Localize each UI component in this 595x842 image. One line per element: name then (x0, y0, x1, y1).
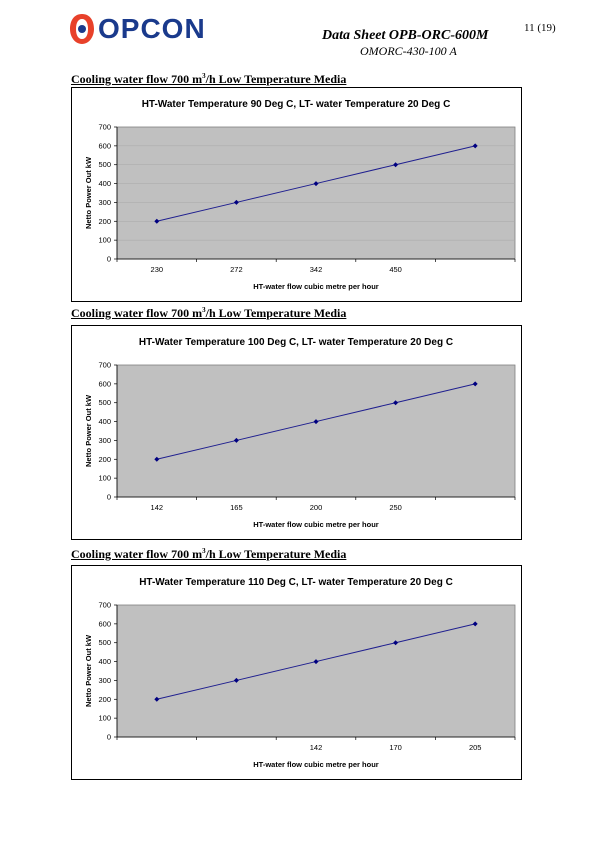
y-tick-label: 100 (98, 474, 111, 483)
x-tick-label: 272 (230, 265, 243, 274)
chart-title: HT-Water Temperature 90 Deg C, LT- water… (142, 99, 451, 110)
document-title: Data Sheet OPB-ORC-600M (322, 28, 489, 43)
opcon-logo: OPCON (68, 12, 238, 46)
section-heading-1: Cooling water flow 700 m3/h Low Temperat… (71, 72, 346, 87)
y-tick-label: 700 (98, 123, 111, 132)
data-point (154, 218, 160, 224)
data-point (393, 162, 399, 168)
x-tick-label: 450 (389, 265, 402, 274)
x-tick-label: 200 (310, 503, 323, 512)
plot-area (116, 604, 516, 738)
y-tick-label: 200 (98, 217, 111, 226)
heading-superscript: 3 (202, 306, 206, 314)
x-tick-label: 165 (230, 503, 243, 512)
section-heading-3: Cooling water flow 700 m3/h Low Temperat… (71, 547, 346, 562)
y-tick-label: 300 (98, 198, 111, 207)
chart-2: HT-Water Temperature 100 Deg C, LT- wate… (84, 337, 516, 529)
data-point (233, 437, 239, 443)
x-tick-label: 230 (151, 265, 164, 274)
y-tick-label: 600 (98, 379, 111, 388)
data-point (313, 181, 319, 187)
data-point (313, 419, 319, 425)
chart-box-1: HT-Water Temperature 90 Deg C, LT- water… (71, 87, 522, 302)
y-tick-label: 100 (98, 714, 111, 723)
y-tick-label: 400 (98, 417, 111, 426)
y-tick-label: 500 (98, 160, 111, 169)
data-point (233, 677, 239, 683)
data-point (393, 400, 399, 406)
y-tick-label: 400 (98, 179, 111, 188)
page-number: 11 (19) (524, 22, 556, 34)
chart-box-3: HT-Water Temperature 110 Deg C, LT- wate… (71, 565, 522, 780)
x-tick-label: 205 (469, 743, 482, 752)
y-tick-label: 0 (107, 733, 111, 742)
y-axis-label: Netto Power Out kW (84, 394, 93, 467)
heading-text-end: /h Low Temperature Media (205, 547, 347, 561)
x-axis-label: HT-water flow cubic metre per hour (253, 520, 379, 529)
logo-text: OPCON (98, 13, 206, 44)
y-tick-label: 100 (98, 236, 111, 245)
plot-area (116, 126, 516, 260)
heading-superscript: 3 (202, 547, 206, 555)
data-point (154, 696, 160, 702)
data-point (154, 456, 160, 462)
y-axis-label: Netto Power Out kW (84, 156, 93, 229)
y-tick-label: 400 (98, 657, 111, 666)
x-tick-label: 250 (389, 503, 402, 512)
chart-3: HT-Water Temperature 110 Deg C, LT- wate… (84, 577, 516, 769)
chart-1: HT-Water Temperature 90 Deg C, LT- water… (84, 99, 516, 291)
plot-area (116, 364, 516, 498)
y-tick-label: 500 (98, 398, 111, 407)
logo-mark-icon (70, 14, 94, 44)
data-point (233, 199, 239, 205)
x-tick-label: 142 (310, 743, 323, 752)
section-heading-2: Cooling water flow 700 m3/h Low Temperat… (71, 306, 346, 321)
y-axis-label: Netto Power Out kW (84, 634, 93, 707)
y-tick-label: 0 (107, 255, 111, 264)
data-point (472, 621, 478, 627)
y-tick-label: 300 (98, 676, 111, 685)
chart-title: HT-Water Temperature 110 Deg C, LT- wate… (139, 577, 453, 588)
y-tick-label: 200 (98, 455, 111, 464)
data-point (313, 659, 319, 665)
heading-text-end: /h Low Temperature Media (205, 306, 347, 320)
heading-superscript: 3 (202, 72, 206, 80)
x-axis-label: HT-water flow cubic metre per hour (253, 282, 379, 291)
y-tick-label: 600 (98, 619, 111, 628)
y-tick-label: 700 (98, 601, 111, 610)
y-tick-label: 500 (98, 638, 111, 647)
document-subtitle: OMORC-430-100 A (360, 44, 457, 58)
heading-text: Cooling water flow 700 m (71, 306, 203, 320)
data-point (472, 143, 478, 149)
chart-box-2: HT-Water Temperature 100 Deg C, LT- wate… (71, 325, 522, 540)
heading-text: Cooling water flow 700 m (71, 72, 203, 86)
y-tick-label: 600 (98, 141, 111, 150)
y-tick-label: 300 (98, 436, 111, 445)
x-tick-label: 142 (151, 503, 164, 512)
y-tick-label: 200 (98, 695, 111, 704)
chart-title: HT-Water Temperature 100 Deg C, LT- wate… (139, 337, 453, 348)
x-tick-label: 170 (389, 743, 402, 752)
heading-text: Cooling water flow 700 m (71, 547, 203, 561)
heading-text-end: /h Low Temperature Media (205, 72, 347, 86)
data-point (472, 381, 478, 387)
data-point (393, 640, 399, 646)
x-axis-label: HT-water flow cubic metre per hour (253, 760, 379, 769)
x-tick-label: 342 (310, 265, 323, 274)
y-tick-label: 0 (107, 493, 111, 502)
y-tick-label: 700 (98, 361, 111, 370)
